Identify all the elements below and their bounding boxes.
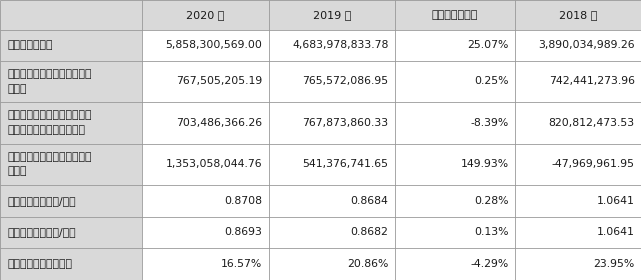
Text: 149.93%: 149.93% [461, 159, 509, 169]
Text: 25.07%: 25.07% [467, 40, 509, 50]
Bar [269, 248, 395, 280]
Bar [142, 60, 269, 102]
Bar [515, 102, 641, 144]
Text: 0.8693: 0.8693 [224, 227, 262, 237]
Text: 742,441,273.96: 742,441,273.96 [549, 76, 635, 86]
Bar [395, 60, 515, 102]
Bar [395, 185, 515, 217]
Bar [0, 248, 142, 280]
Bar [142, 102, 269, 144]
Text: 20.86%: 20.86% [347, 259, 388, 269]
Text: 1,353,058,044.76: 1,353,058,044.76 [165, 159, 262, 169]
Bar [142, 217, 269, 248]
Text: 2019 年: 2019 年 [313, 10, 351, 20]
Bar [142, 0, 269, 30]
Bar [142, 248, 269, 280]
Bar [0, 102, 142, 144]
Bar [269, 0, 395, 30]
Text: 2020 年: 2020 年 [187, 10, 224, 20]
Text: -47,969,961.95: -47,969,961.95 [552, 159, 635, 169]
Text: 16.57%: 16.57% [221, 259, 262, 269]
Bar [0, 60, 142, 102]
Bar [0, 217, 142, 248]
Text: 765,572,086.95: 765,572,086.95 [303, 76, 388, 86]
Text: 767,505,205.19: 767,505,205.19 [176, 76, 262, 86]
Bar [142, 185, 269, 217]
Bar [269, 102, 395, 144]
Bar [395, 144, 515, 185]
Text: 4,683,978,833.78: 4,683,978,833.78 [292, 40, 388, 50]
Text: 归属于上市公司股东的净利润: 归属于上市公司股东的净利润 [7, 69, 92, 79]
Bar [515, 144, 641, 185]
Text: 5,858,300,569.00: 5,858,300,569.00 [165, 40, 262, 50]
Text: （元）: （元） [7, 83, 27, 94]
Text: 加权平均净资产收益率: 加权平均净资产收益率 [7, 259, 72, 269]
Text: 0.13%: 0.13% [474, 227, 509, 237]
Bar [0, 30, 142, 60]
Text: 经常性损益的净利润（元）: 经常性损益的净利润（元） [7, 125, 85, 135]
Text: 归属于上市公司股东的扣除非: 归属于上市公司股东的扣除非 [7, 111, 92, 120]
Text: 经营活动产生的现金流量净额: 经营活动产生的现金流量净额 [7, 152, 92, 162]
Bar [0, 0, 142, 30]
Text: 541,376,741.65: 541,376,741.65 [303, 159, 388, 169]
Text: 1.0641: 1.0641 [597, 227, 635, 237]
Text: 稀释每股收益（元/股）: 稀释每股收益（元/股） [7, 227, 76, 237]
Bar [515, 248, 641, 280]
Bar [269, 30, 395, 60]
Bar [0, 185, 142, 217]
Bar [395, 248, 515, 280]
Text: -8.39%: -8.39% [470, 118, 509, 128]
Bar [142, 144, 269, 185]
Bar [269, 60, 395, 102]
Text: 基本每股收益（元/股）: 基本每股收益（元/股） [7, 196, 76, 206]
Text: 767,873,860.33: 767,873,860.33 [303, 118, 388, 128]
Bar [515, 30, 641, 60]
Text: 2018 年: 2018 年 [559, 10, 597, 20]
Text: 23.95%: 23.95% [594, 259, 635, 269]
Text: 本年比上年增减: 本年比上年增减 [431, 10, 478, 20]
Bar [515, 0, 641, 30]
Bar [269, 185, 395, 217]
Text: 0.8684: 0.8684 [351, 196, 388, 206]
Text: 0.8682: 0.8682 [351, 227, 388, 237]
Bar [142, 30, 269, 60]
Text: 3,890,034,989.26: 3,890,034,989.26 [538, 40, 635, 50]
Text: 1.0641: 1.0641 [597, 196, 635, 206]
Bar [395, 0, 515, 30]
Bar [395, 30, 515, 60]
Bar [269, 144, 395, 185]
Bar [395, 217, 515, 248]
Text: 0.28%: 0.28% [474, 196, 509, 206]
Text: -4.29%: -4.29% [470, 259, 509, 269]
Text: 营业收入（元）: 营业收入（元） [7, 40, 53, 50]
Bar [515, 60, 641, 102]
Bar [269, 217, 395, 248]
Text: 0.25%: 0.25% [474, 76, 509, 86]
Text: 820,812,473.53: 820,812,473.53 [549, 118, 635, 128]
Bar [515, 185, 641, 217]
Text: 0.8708: 0.8708 [224, 196, 262, 206]
Bar [395, 102, 515, 144]
Text: （元）: （元） [7, 167, 27, 176]
Bar [0, 144, 142, 185]
Text: 703,486,366.26: 703,486,366.26 [176, 118, 262, 128]
Bar [515, 217, 641, 248]
